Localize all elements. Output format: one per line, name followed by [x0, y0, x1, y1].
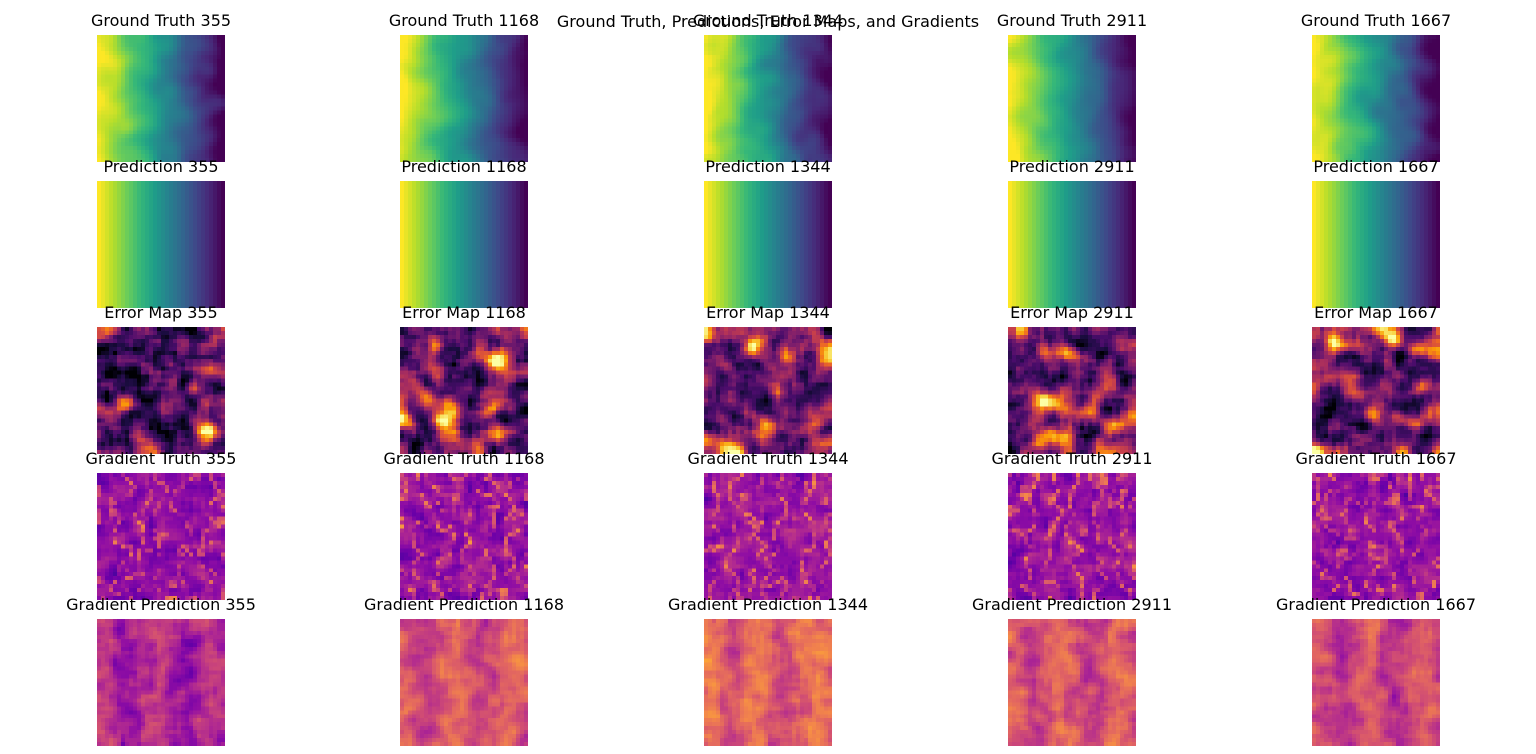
panel-prediction-1344: Prediction 1344 [704, 157, 832, 308]
panel-error-map-2911: Error Map 2911 [1008, 303, 1136, 454]
panel-title: Gradient Truth 2911 [991, 449, 1153, 468]
panel-title: Error Map 1344 [706, 303, 830, 322]
panel-title: Gradient Prediction 1667 [1275, 595, 1476, 614]
panel-title: Gradient Truth 1344 [687, 449, 849, 468]
ground-truth-heatmap-1667 [1312, 35, 1440, 162]
panel-gradient-prediction-1344: Gradient Prediction 1344 [668, 595, 868, 746]
panel-title: Ground Truth 1344 [692, 11, 844, 30]
panel-title: Prediction 1344 [705, 157, 831, 176]
panel-title: Gradient Truth 1667 [1295, 449, 1457, 468]
error-map-heatmap-1667 [1312, 327, 1440, 454]
panel-title: Gradient Prediction 1344 [667, 595, 868, 614]
panel-gradient-truth-1667: Gradient Truth 1667 [1295, 449, 1457, 600]
prediction-heatmap-355 [97, 181, 225, 308]
panel-title: Gradient Prediction 2911 [971, 595, 1172, 614]
panel-title: Ground Truth 1168 [388, 11, 540, 30]
figure-suptitle: Ground Truth, Predictions, Error Maps, a… [556, 12, 980, 31]
gradient-prediction-heatmap-1344 [704, 619, 832, 746]
panel-error-map-1667: Error Map 1667 [1312, 303, 1440, 454]
gradient-truth-heatmap-1168 [400, 473, 528, 600]
gradient-truth-heatmap-1344 [704, 473, 832, 600]
gradient-truth-heatmap-2911 [1008, 473, 1136, 600]
panel-title: Ground Truth 2911 [996, 11, 1148, 30]
ground-truth-heatmap-1168 [400, 35, 528, 162]
gradient-prediction-heatmap-1667 [1312, 619, 1440, 746]
error-map-heatmap-1168 [400, 327, 528, 454]
prediction-heatmap-1667 [1312, 181, 1440, 308]
panel-prediction-2911: Prediction 2911 [1008, 157, 1136, 308]
ground-truth-heatmap-355 [97, 35, 225, 162]
panel-prediction-1667: Prediction 1667 [1312, 157, 1440, 308]
panel-title: Ground Truth 355 [90, 11, 232, 30]
panel-title: Error Map 355 [104, 303, 218, 322]
panel-error-map-355: Error Map 355 [97, 303, 225, 454]
panel-prediction-1168: Prediction 1168 [400, 157, 528, 308]
error-map-heatmap-2911 [1008, 327, 1136, 454]
panel-title: Ground Truth 1667 [1300, 11, 1452, 30]
panel-error-map-1168: Error Map 1168 [400, 303, 528, 454]
ground-truth-heatmap-2911 [1008, 35, 1136, 162]
gradient-prediction-heatmap-2911 [1008, 619, 1136, 746]
gradient-prediction-heatmap-355 [97, 619, 225, 746]
panel-error-map-1344: Error Map 1344 [704, 303, 832, 454]
panel-gradient-truth-355: Gradient Truth 355 [86, 449, 236, 600]
ground-truth-heatmap-1344 [704, 35, 832, 162]
panel-title: Error Map 2911 [1010, 303, 1134, 322]
panel-ground-truth-1168: Ground Truth 1168 [389, 11, 539, 162]
panel-ground-truth-2911: Ground Truth 2911 [997, 11, 1147, 162]
panel-gradient-truth-2911: Gradient Truth 2911 [991, 449, 1153, 600]
panel-title: Error Map 1667 [1314, 303, 1438, 322]
panel-gradient-prediction-355: Gradient Prediction 355 [66, 595, 256, 746]
prediction-heatmap-1344 [704, 181, 832, 308]
panel-ground-truth-355: Ground Truth 355 [91, 11, 231, 162]
error-map-heatmap-1344 [704, 327, 832, 454]
prediction-heatmap-1168 [400, 181, 528, 308]
panel-title: Prediction 1667 [1313, 157, 1439, 176]
panel-gradient-prediction-1667: Gradient Prediction 1667 [1276, 595, 1476, 746]
panel-title: Error Map 1168 [402, 303, 526, 322]
prediction-heatmap-2911 [1008, 181, 1136, 308]
error-map-heatmap-355 [97, 327, 225, 454]
panel-gradient-truth-1168: Gradient Truth 1168 [383, 449, 545, 600]
panel-prediction-355: Prediction 355 [97, 157, 225, 308]
panel-gradient-truth-1344: Gradient Truth 1344 [687, 449, 849, 600]
panel-gradient-prediction-2911: Gradient Prediction 2911 [972, 595, 1172, 746]
panel-title: Gradient Truth 1168 [383, 449, 545, 468]
gradient-truth-heatmap-1667 [1312, 473, 1440, 600]
gradient-prediction-heatmap-1168 [400, 619, 528, 746]
panel-title: Gradient Prediction 355 [66, 595, 256, 614]
panel-title: Gradient Truth 355 [85, 449, 237, 468]
panel-ground-truth-1344: Ground Truth 1344 [693, 11, 843, 162]
panel-title: Prediction 1168 [401, 157, 527, 176]
panel-title: Prediction 2911 [1009, 157, 1135, 176]
panel-gradient-prediction-1168: Gradient Prediction 1168 [364, 595, 564, 746]
panel-ground-truth-1667: Ground Truth 1667 [1301, 11, 1451, 162]
gradient-truth-heatmap-355 [97, 473, 225, 600]
panel-title: Prediction 355 [103, 157, 219, 176]
panel-title: Gradient Prediction 1168 [363, 595, 564, 614]
